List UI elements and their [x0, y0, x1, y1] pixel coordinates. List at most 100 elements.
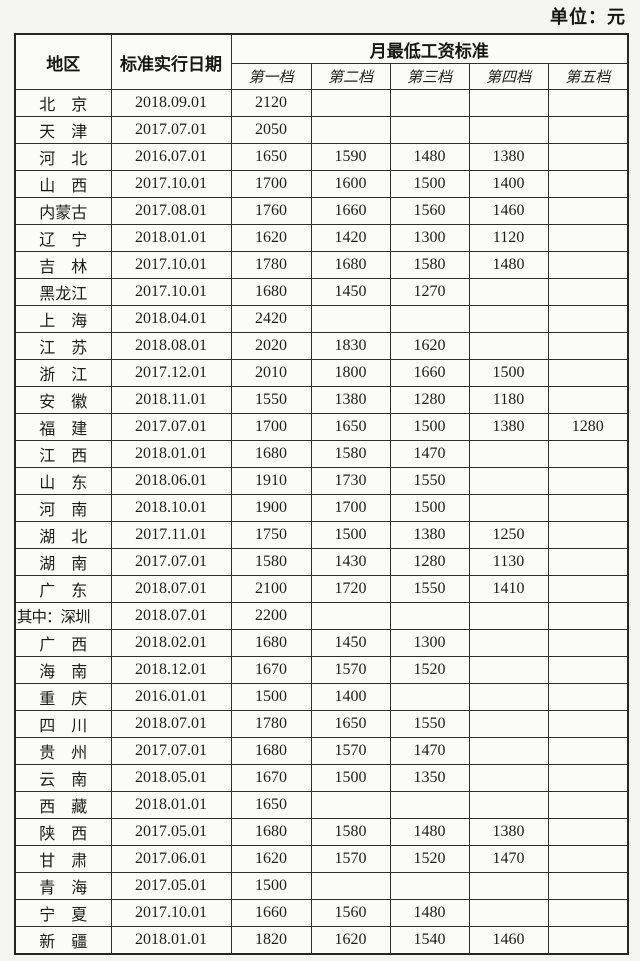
- table-row: 广 东 2018.07.01 2100 1720 1550 1410: [14, 575, 629, 603]
- tier-1-cell: 1700: [230, 413, 312, 441]
- tier-4-cell: [468, 494, 549, 522]
- date-cell: 2017.05.01: [110, 818, 232, 846]
- tier-3-cell: 1520: [389, 845, 470, 873]
- tier-5-cell: [547, 548, 629, 576]
- tier-1-cell: 2020: [230, 332, 312, 360]
- tier-3-cell: 1280: [389, 548, 470, 576]
- tier-5-cell: [547, 683, 629, 711]
- tier-3-cell: [389, 602, 470, 630]
- tier-3-cell: [389, 683, 470, 711]
- table-row: 宁 夏 2017.10.01 1660 1560 1480: [14, 899, 629, 927]
- column-header-date: 标准实行日期: [110, 33, 232, 90]
- table-row: 西 藏 2018.01.01 1650: [14, 791, 629, 819]
- tier-2-cell: 1730: [310, 467, 391, 495]
- tier-1-cell: 1650: [230, 791, 312, 819]
- date-cell: 2018.06.01: [110, 467, 232, 495]
- region-cell: 西 藏: [14, 791, 112, 819]
- tier-2-cell: 1600: [310, 170, 391, 198]
- region-cell: 安 徽: [14, 386, 112, 414]
- table-row: 北 京 2018.09.01 2120: [14, 89, 629, 117]
- tier-1-cell: 1550: [230, 386, 312, 414]
- tier-4-cell: [468, 899, 549, 927]
- column-header-tier-3: 第三档: [389, 63, 470, 90]
- tier-2-cell: 1400: [310, 683, 391, 711]
- tier-1-cell: 1650: [230, 143, 312, 171]
- tier-2-cell: 1580: [310, 440, 391, 468]
- tier-4-cell: 1380: [468, 143, 549, 171]
- region-cell: 海 南: [14, 656, 112, 684]
- column-header-tier-4: 第四档: [468, 63, 549, 90]
- tier-1-cell: 1620: [230, 845, 312, 873]
- tier-2-cell: 1380: [310, 386, 391, 414]
- table-row: 江 苏 2018.08.01 2020 1830 1620: [14, 332, 629, 360]
- tier-4-cell: [468, 872, 549, 900]
- tier-3-cell: 1480: [389, 899, 470, 927]
- date-cell: 2018.07.01: [110, 575, 232, 603]
- date-cell: 2017.07.01: [110, 737, 232, 765]
- region-cell: 山 东: [14, 467, 112, 495]
- tier-1-cell: 1580: [230, 548, 312, 576]
- date-cell: 2017.07.01: [110, 548, 232, 576]
- region-cell: 北 京: [14, 89, 112, 117]
- region-cell: 贵 州: [14, 737, 112, 765]
- region-cell: 天 津: [14, 116, 112, 144]
- tier-5-cell: [547, 224, 629, 252]
- tier-3-cell: [389, 305, 470, 333]
- tier-4-cell: 1250: [468, 521, 549, 549]
- tier-1-cell: 1680: [230, 440, 312, 468]
- tier-4-cell: [468, 278, 549, 306]
- tier-5-cell: [547, 656, 629, 684]
- tier-3-cell: [389, 116, 470, 144]
- region-cell: 广 东: [14, 575, 112, 603]
- table-row: 江 西 2018.01.01 1680 1580 1470: [14, 440, 629, 468]
- region-cell: 吉 林: [14, 251, 112, 279]
- tier-4-cell: [468, 710, 549, 738]
- tier-4-cell: 1470: [468, 845, 549, 873]
- tier-3-cell: 1480: [389, 818, 470, 846]
- tier-5-cell: [547, 602, 629, 630]
- table-row: 贵 州 2017.07.01 1680 1570 1470: [14, 737, 629, 765]
- tier-5-cell: [547, 737, 629, 765]
- date-cell: 2018.10.01: [110, 494, 232, 522]
- tier-3-cell: 1580: [389, 251, 470, 279]
- table-row: 河 北 2016.07.01 1650 1590 1480 1380: [14, 143, 629, 171]
- tier-5-cell: [547, 926, 629, 955]
- region-cell: 宁 夏: [14, 899, 112, 927]
- tier-3-cell: 1540: [389, 926, 470, 955]
- table-row: 海 南 2018.12.01 1670 1570 1520: [14, 656, 629, 684]
- tier-5-cell: [547, 332, 629, 360]
- tier-1-cell: 1750: [230, 521, 312, 549]
- date-cell: 2018.07.01: [110, 602, 232, 630]
- tier-3-cell: [389, 89, 470, 117]
- tier-5-cell: [547, 710, 629, 738]
- region-cell: 广 西: [14, 629, 112, 657]
- date-cell: 2017.10.01: [110, 278, 232, 306]
- date-cell: 2017.07.01: [110, 413, 232, 441]
- table-row: 山 东 2018.06.01 1910 1730 1550: [14, 467, 629, 495]
- date-cell: 2016.07.01: [110, 143, 232, 171]
- tier-2-cell: 1500: [310, 521, 391, 549]
- tier-1-cell: 2420: [230, 305, 312, 333]
- tier-4-cell: 1460: [468, 926, 549, 955]
- tier-3-cell: 1620: [389, 332, 470, 360]
- date-cell: 2018.04.01: [110, 305, 232, 333]
- tier-5-cell: [547, 818, 629, 846]
- tier-3-cell: 1550: [389, 467, 470, 495]
- tier-5-cell: [547, 494, 629, 522]
- tier-5-cell: [547, 386, 629, 414]
- tier-1-cell: 1670: [230, 656, 312, 684]
- tier-3-cell: 1350: [389, 764, 470, 792]
- tier-4-cell: [468, 89, 549, 117]
- tier-5-cell: [547, 278, 629, 306]
- tier-4-cell: [468, 791, 549, 819]
- region-cell: 河 南: [14, 494, 112, 522]
- tier-3-cell: 1560: [389, 197, 470, 225]
- tier-2-cell: 1720: [310, 575, 391, 603]
- tier-4-cell: [468, 764, 549, 792]
- tier-1-cell: 2050: [230, 116, 312, 144]
- region-cell: 内蒙古: [14, 197, 112, 225]
- tier-4-cell: 1410: [468, 575, 549, 603]
- tier-5-cell: [547, 143, 629, 171]
- date-cell: 2018.05.01: [110, 764, 232, 792]
- table-row: 辽 宁 2018.01.01 1620 1420 1300 1120: [14, 224, 629, 252]
